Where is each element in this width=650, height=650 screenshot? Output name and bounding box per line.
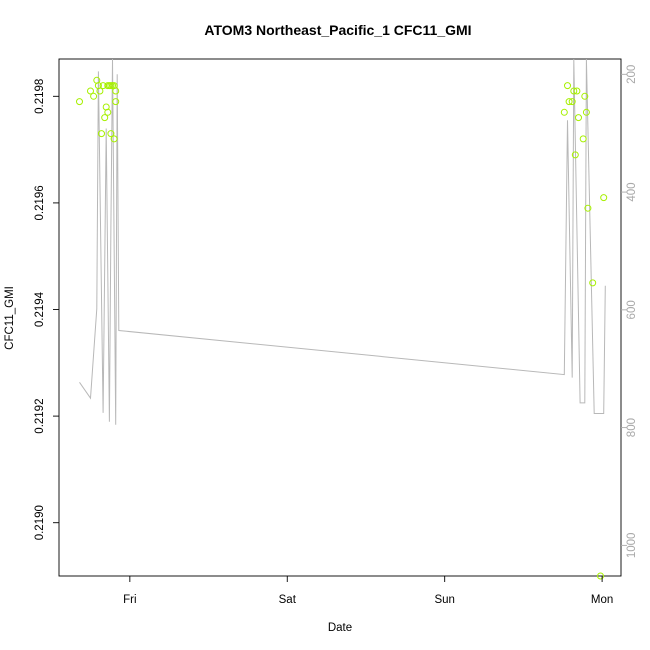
- data-point-34: [600, 194, 608, 202]
- data-point-27: [575, 114, 582, 122]
- data-point-5: [96, 87, 104, 95]
- data-point-26: [573, 87, 581, 95]
- data-point-2: [90, 92, 98, 100]
- data-point-14: [107, 130, 115, 138]
- data-point-10: [104, 108, 112, 116]
- y-tick-label-3: 0.2196: [34, 185, 46, 220]
- data-point-24: [570, 87, 578, 95]
- y-tick-label-1: 0.2192: [34, 399, 46, 434]
- data-point-19: [112, 98, 120, 106]
- x-tick-label-0: Fri: [123, 594, 136, 606]
- data-point-32: [589, 279, 597, 287]
- data-point-31: [584, 204, 592, 212]
- y-right-tick-label-2: 600: [626, 300, 638, 319]
- y-right-tick-label-3: 800: [626, 418, 638, 437]
- y-axis: 0.2190 0.2192 0.2194 0.2196 0.2198: [34, 79, 59, 540]
- y-right-tick-label-1: 400: [626, 182, 638, 201]
- data-point-29: [581, 92, 589, 100]
- data-point-21: [564, 82, 571, 90]
- data-point-20: [560, 108, 568, 116]
- data-point-6: [98, 130, 105, 138]
- data-point-16: [110, 135, 118, 143]
- x-tick-label-2: Sun: [434, 594, 454, 606]
- x-axis: Fri Sat Sun Mon: [123, 576, 613, 606]
- data-point-30: [582, 108, 590, 116]
- y-axis-right: 200 400 600 800 1000: [621, 65, 638, 558]
- x-axis-label: Date: [328, 622, 352, 634]
- plot-frame: [58, 58, 622, 577]
- y-right-tick-label-4: 1000: [626, 533, 638, 559]
- series-line-1: [79, 58, 606, 425]
- data-point-22: [565, 98, 573, 106]
- y-tick-label-0: 0.2190: [34, 505, 46, 540]
- data-point-8: [101, 114, 109, 122]
- x-tick-label-3: Mon: [591, 594, 613, 606]
- data-point-33: [597, 572, 604, 580]
- data-point-0: [76, 98, 83, 106]
- data-point-28: [579, 135, 587, 143]
- point-layer: [76, 76, 608, 580]
- data-point-25: [571, 151, 579, 159]
- y-tick-label-2: 0.2194: [34, 291, 46, 327]
- data-point-18: [112, 87, 120, 95]
- y-axis-label: CFC11_GMI: [4, 286, 16, 350]
- chart-title: ATOM3 Northeast_Pacific_1 CFC11_GMI: [204, 22, 471, 38]
- y-right-tick-label-0: 200: [626, 65, 638, 84]
- x-tick-label-1: Sat: [279, 594, 297, 606]
- line-layer: [79, 58, 606, 425]
- y-tick-label-4: 0.2198: [34, 79, 46, 114]
- data-point-23: [568, 98, 576, 106]
- data-point-1: [87, 87, 94, 95]
